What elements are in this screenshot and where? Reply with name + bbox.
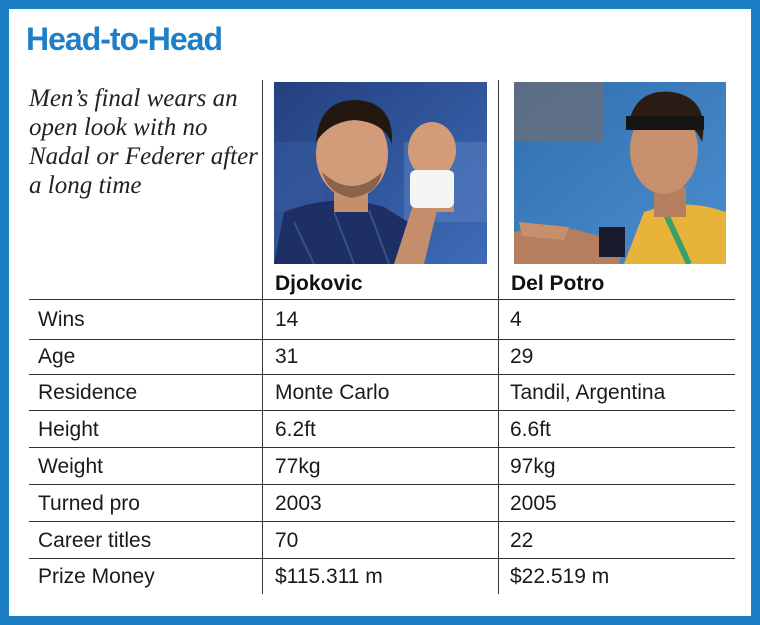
djokovic-photo [274, 82, 487, 264]
del-potro-weight: 97kg [510, 455, 556, 478]
del-potro-prize-money: $22.519 m [510, 565, 610, 588]
del-potro-career-titles: 22 [510, 529, 534, 552]
page-title: Head-to-Head [26, 21, 223, 57]
del-potro-turned-pro: 2005 [510, 492, 557, 515]
player-name-del-potro: Del Potro [511, 272, 605, 295]
row-label-wins: Wins [38, 308, 85, 331]
row-divider [29, 521, 735, 522]
row-label-residence: Residence [38, 381, 138, 404]
row-divider [29, 484, 735, 485]
djokovic-height: 6.2ft [275, 418, 316, 441]
column-divider [498, 80, 499, 594]
row-label-age: Age [38, 345, 76, 368]
del-potro-age: 29 [510, 345, 534, 368]
djokovic-residence: Monte Carlo [275, 381, 390, 404]
row-label-height: Height [38, 418, 99, 441]
row-label-weight: Weight [38, 455, 103, 478]
djokovic-age: 31 [275, 345, 299, 368]
djokovic-prize-money: $115.311 m [275, 565, 383, 588]
row-divider [29, 558, 735, 559]
del-potro-photo [514, 82, 726, 264]
row-divider [29, 299, 735, 300]
subtitle: Men’s final wears an open look with no N… [29, 85, 258, 199]
row-label-turned-pro: Turned pro [38, 492, 140, 515]
player-name-djokovic: Djokovic [275, 272, 363, 295]
del-potro-height: 6.6ft [510, 418, 551, 441]
row-divider [29, 410, 735, 411]
row-label-prize-money: Prize Money [38, 565, 155, 588]
djokovic-weight: 77kg [275, 455, 321, 478]
row-divider [29, 339, 735, 340]
djokovic-turned-pro: 2003 [275, 492, 322, 515]
row-divider [29, 374, 735, 375]
del-potro-residence: Tandil, Argentina [510, 381, 666, 404]
column-divider [262, 80, 263, 594]
del-potro-wins: 4 [510, 308, 522, 331]
row-label-career-titles: Career titles [38, 529, 152, 552]
row-divider [29, 447, 735, 448]
djokovic-career-titles: 70 [275, 529, 299, 552]
djokovic-wins: 14 [275, 308, 299, 331]
